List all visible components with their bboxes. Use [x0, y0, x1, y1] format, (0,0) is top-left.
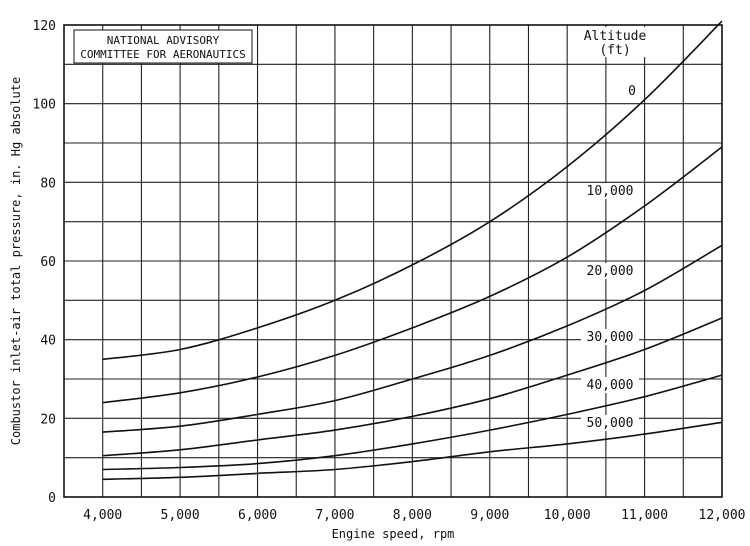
curve-label-10000: 10,000 — [587, 184, 634, 199]
series-line-50000 — [102, 421, 723, 481]
curves — [102, 20, 723, 481]
x-tick-label: 11,000 — [621, 508, 668, 523]
curve-labels: 0 10,000 20,000 30,000 40,000 50,000 — [581, 83, 641, 431]
curve-label-20000: 20,000 — [587, 264, 634, 279]
x-tick-label: 5,000 — [161, 508, 200, 523]
curve-label-backing — [581, 183, 639, 199]
note-line-1: NATIONAL ADVISORY — [107, 34, 220, 47]
curve-label-backing — [581, 329, 639, 345]
y-tick-labels: 0 20 40 60 80 100 120 — [33, 19, 56, 506]
x-tick-label: 6,000 — [238, 508, 277, 523]
x-tick-labels: 4,000 5,000 6,000 7,000 8,000 9,000 10,000 11,0… — [83, 508, 745, 523]
legend-title-line-2: (ft) — [599, 43, 630, 58]
x-axis-title: Engine speed, rpm — [332, 527, 455, 541]
legend-title-box — [576, 27, 656, 57]
series-line-30000 — [102, 317, 723, 457]
y-axis-title: Combustor inlet-air total pressure, in. … — [9, 77, 23, 445]
x-tick-label: 9,000 — [470, 508, 509, 523]
series-line-20000 — [102, 244, 723, 433]
y-tick-label: 0 — [48, 491, 56, 506]
curve-label-30000: 30,000 — [587, 330, 634, 345]
y-tick-label: 60 — [40, 255, 56, 270]
y-tick-label: 120 — [33, 19, 56, 34]
note-line-2: COMMITTEE FOR AERONAUTICS — [80, 48, 246, 61]
x-tick-label: 10,000 — [544, 508, 591, 523]
y-tick-label: 80 — [40, 176, 56, 191]
curve-label-40000: 40,000 — [587, 378, 634, 393]
curve-label-backing — [581, 377, 639, 393]
y-tick-label: 40 — [40, 334, 56, 349]
x-tick-label: 4,000 — [83, 508, 122, 523]
series-line-40000 — [102, 374, 723, 471]
curve-label-backing — [581, 415, 639, 431]
curve-label-0: 0 — [628, 84, 636, 99]
y-tick-label: 20 — [40, 412, 56, 427]
x-tick-label: 8,000 — [393, 508, 432, 523]
legend-title-line-1: Altitude — [584, 29, 647, 44]
curve-label-50000: 50,000 — [587, 416, 634, 431]
series-line-0 — [102, 20, 723, 361]
series-line-10000 — [102, 146, 723, 404]
y-tick-label: 100 — [33, 98, 56, 113]
x-tick-label: 12,000 — [699, 508, 746, 523]
plot-frame — [63, 24, 723, 498]
curve-label-backing — [623, 83, 641, 99]
curve-label-backing — [581, 263, 639, 279]
x-tick-label: 7,000 — [315, 508, 354, 523]
note-box — [73, 29, 253, 64]
